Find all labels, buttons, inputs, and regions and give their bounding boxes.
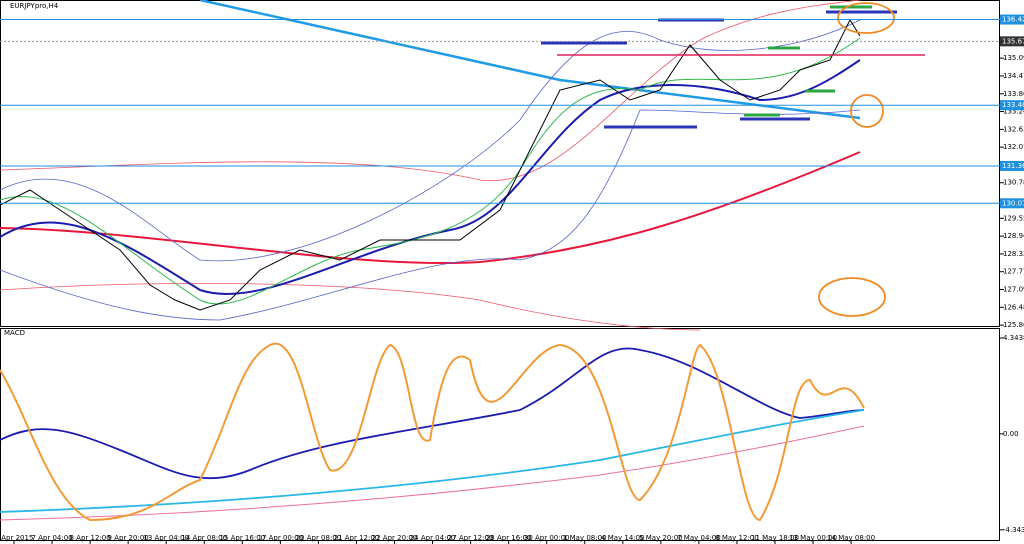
ma-green [0, 37, 861, 305]
envelope-upper [0, 0, 861, 182]
price-tick-label: 130.785 [1003, 179, 1024, 187]
time-label: 21 Apr 12:00 [334, 534, 380, 542]
price-tick-label: 127.710 [1003, 268, 1024, 276]
level-label: 135.671 [1002, 37, 1024, 45]
macd-tick-label: 0.00 [1003, 430, 1019, 438]
price-panel [0, 0, 1000, 327]
price-tick-label: 133.860 [1003, 90, 1024, 98]
time-label: 24 Apr 04:00 [410, 534, 456, 542]
level-badge [1000, 100, 1024, 111]
macd-signal [0, 347, 865, 480]
time-label: 4 Apr 2015 [0, 534, 33, 542]
price-tick-label: 129.555 [1003, 214, 1024, 222]
time-label: 1 May 08:00 [563, 534, 607, 542]
price-tick-label: 126.480 [1003, 303, 1024, 311]
ma-red [0, 151, 861, 265]
envelope-lower [0, 283, 701, 331]
price-tick-label: 135.090 [1003, 54, 1024, 62]
time-label: 28 Apr 16:00 [486, 534, 532, 542]
highlight-circles [818, 2, 895, 317]
level-label: 133.465 [1002, 101, 1024, 109]
price-tick-label: 125.865 [1003, 321, 1024, 329]
time-label: 20 Apr 08:00 [296, 534, 342, 542]
price-tick-label: 133.245 [1003, 108, 1024, 116]
stochastic [0, 342, 865, 522]
level-label: 131.365 [1002, 162, 1024, 170]
time-label: 17 Apr 00:00 [258, 534, 304, 542]
price-tick-label: 128.940 [1003, 232, 1024, 240]
time-label: 30 Apr 00:00 [524, 534, 570, 542]
macd-trend [0, 425, 865, 521]
time-label: 8 Apr 12:00 [70, 534, 111, 542]
macd-tick-label: 4.3438 [1003, 334, 1024, 342]
time-label: 13 Apr 04:00 [143, 534, 189, 542]
macd-label: MACD [4, 329, 25, 337]
macd-panel [0, 328, 1000, 541]
level-label: 136.425 [1002, 16, 1024, 24]
level-badge [1000, 160, 1024, 171]
time-label: 22 Apr 20:00 [372, 534, 418, 542]
time-label: 5 May 20:00 [639, 534, 683, 542]
level-badge [1000, 36, 1024, 47]
time-label: 13 May 00:00 [789, 534, 837, 542]
price-tick-label: 128.325 [1003, 250, 1024, 258]
time-label: 15 Apr 16:00 [219, 534, 265, 542]
ma-blue [0, 59, 861, 295]
time-label: 9 Apr 20:00 [108, 534, 149, 542]
price-candles [0, 18, 861, 311]
time-label: 4 May 14:00 [601, 534, 645, 542]
price-tick-label: 132.015 [1003, 143, 1024, 151]
level-badge [1000, 198, 1024, 209]
price-tick-label: 132.630 [1003, 125, 1024, 133]
symbol-title: EURJPYpro,H4 [10, 2, 59, 10]
time-label: 8 May 12:00 [715, 534, 759, 542]
time-label: 11 May 18:00 [751, 534, 799, 542]
price-tick-label: 134.475 [1003, 72, 1024, 80]
bollinger-upper [0, 19, 861, 262]
time-label: 7 May 04:00 [677, 534, 721, 542]
time-label: 14 Apr 08:00 [181, 534, 227, 542]
support-markers [744, 5, 872, 117]
level-badge [1000, 14, 1024, 25]
time-label: 14 May 08:00 [827, 534, 875, 542]
price-tick-label: 127.095 [1003, 286, 1024, 294]
time-label: 27 Apr 12:00 [448, 534, 494, 542]
time-label: 7 Apr 04:00 [31, 534, 72, 542]
level-label: 130.075 [1002, 199, 1024, 207]
macd-long [0, 409, 865, 513]
macd-tick-label: -4.3438 [1003, 526, 1024, 534]
bollinger-lower [0, 109, 861, 321]
